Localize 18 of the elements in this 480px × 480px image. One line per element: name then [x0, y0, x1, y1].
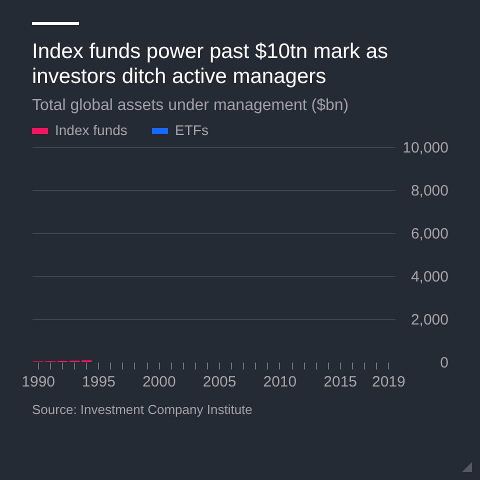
x-tick-label: 2019	[372, 374, 406, 390]
y-tick-label: 4,000	[410, 268, 448, 286]
x-tick-label: 2000	[142, 374, 176, 390]
source-note: Source: Investment Company Institute	[32, 402, 254, 418]
x-tick-label: 2010	[263, 374, 297, 390]
legend-label: ETFs	[175, 122, 208, 138]
x-tick-label: 2015	[324, 374, 358, 390]
y-tick-label: 6,000	[410, 226, 448, 242]
y-tick-label: 2,000	[410, 312, 448, 328]
x-tick-label: 1995	[82, 374, 116, 390]
x-tick-label: 1990	[22, 374, 56, 390]
x-tick-label: 2005	[202, 374, 236, 390]
y-tick-label: 10,000	[402, 140, 448, 156]
y-tick-label: 0	[440, 354, 448, 372]
chart-title: Index funds power past $10tn mark as investors ditch active managers	[32, 39, 390, 89]
y-tick-label: 8,000	[410, 182, 448, 200]
legend-label: Index funds	[55, 122, 128, 138]
chart-subtitle: Total global assets under management ($bn)	[32, 96, 350, 116]
